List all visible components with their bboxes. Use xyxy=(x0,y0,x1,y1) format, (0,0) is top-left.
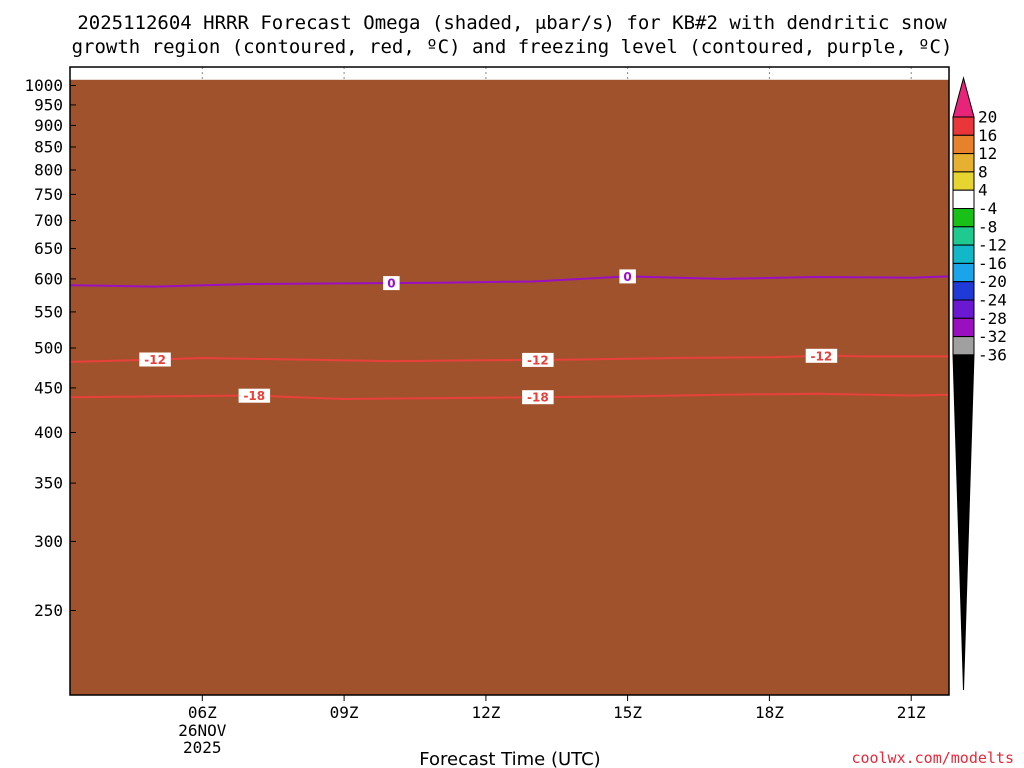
dendritic-lower-label-bg-0 xyxy=(139,352,171,367)
freezing-level-label-bg-0 xyxy=(383,276,400,291)
colorbar-label-9: -20 xyxy=(978,272,1007,291)
colorbar-segment-12 xyxy=(952,317,975,338)
dendritic-upper-label-bg-0 xyxy=(238,388,271,403)
dendritic-lower-label-1: -12 xyxy=(527,353,549,367)
colorbar-label-10: -24 xyxy=(978,291,1007,310)
colorbar-label-6: -8 xyxy=(978,217,997,236)
credit-text: coolwx.com/modelts xyxy=(851,749,1014,767)
x-tick-label-15Z: 15Z xyxy=(613,703,642,722)
freezing-level-line xyxy=(70,275,949,288)
y-tick-label-650: 650 xyxy=(34,239,63,258)
colorbar-segment-4 xyxy=(952,171,975,191)
dendritic-upper-label-0: -18 xyxy=(243,389,265,403)
colorbar-arrow-top xyxy=(952,76,975,118)
y-tick-label-450: 450 xyxy=(34,378,63,397)
contour-lines: -18 -18 -12 -12 -12 0 0 xyxy=(70,269,949,405)
colorbar-label-0: 20 xyxy=(978,108,997,127)
colorbar-segment-6 xyxy=(952,208,975,228)
freezing-level-label-bg-1 xyxy=(619,269,636,284)
y-tick-label-500: 500 xyxy=(34,339,63,358)
x-year-label: 2025 xyxy=(183,738,222,757)
ground-surface xyxy=(70,79,949,695)
colorbar-arrow-bottom xyxy=(952,354,975,691)
y-tick-label-300: 300 xyxy=(34,532,63,551)
colorbar-segment-13 xyxy=(952,336,975,356)
chart-title-line1: 2025112604 HRRR Forecast Omega (shaded, … xyxy=(77,12,947,34)
y-tick-label-750: 750 xyxy=(34,185,63,204)
x-tick-label-21Z: 21Z xyxy=(897,703,926,722)
plot-frame xyxy=(69,66,950,696)
colorbar-segment-11 xyxy=(952,299,975,319)
y-tick-label-400: 400 xyxy=(34,423,63,442)
y-tick-label-950: 950 xyxy=(34,95,63,114)
colorbar-label-1: 16 xyxy=(978,126,997,145)
colorbar-label-5: -4 xyxy=(978,199,997,218)
y-tick-label-900: 900 xyxy=(34,116,63,135)
y-tick-label-700: 700 xyxy=(34,211,63,230)
chart-title-line2: growth region (contoured, red, ºC) and f… xyxy=(72,36,953,58)
colorbar-label-12: -32 xyxy=(978,327,1007,346)
y-tick-label-850: 850 xyxy=(34,138,63,157)
colorbar-segment-7 xyxy=(952,226,975,246)
colorbar-segment-8 xyxy=(952,244,975,264)
x-tick-label-18Z: 18Z xyxy=(755,703,784,722)
colorbar-label-2: 12 xyxy=(978,144,997,163)
dendritic-upper-label-bg-1 xyxy=(522,390,554,405)
colorbar-label-13: -36 xyxy=(978,345,1007,364)
surface-layer xyxy=(70,79,949,695)
dendritic-lower-label-0: -12 xyxy=(144,353,166,367)
colorbar-segment-3 xyxy=(952,153,975,173)
x-axis-label: Forecast Time (UTC) xyxy=(419,749,600,768)
dendritic-lower-label-bg-2 xyxy=(805,348,838,363)
colorbar-segment-2 xyxy=(952,134,975,155)
colorbar-segment-9 xyxy=(952,262,975,283)
colorbar-label-7: -12 xyxy=(978,236,1007,255)
colorbar-segment-1 xyxy=(952,116,975,136)
freezing-level-label-1: 0 xyxy=(623,270,631,284)
freezing-level-label-0: 0 xyxy=(387,277,395,291)
dendritic-upper-label-1: -18 xyxy=(527,391,549,405)
y-tick-label-250: 250 xyxy=(34,601,63,620)
y-tick-label-350: 350 xyxy=(34,474,63,493)
colorbar-label-8: -16 xyxy=(978,254,1007,273)
dendritic-lower-label-bg-1 xyxy=(522,352,554,367)
y-tick-label-550: 550 xyxy=(34,302,63,321)
colorbar-label-4: 4 xyxy=(978,181,988,200)
dendritic-lower-label-2: -12 xyxy=(811,349,833,363)
colorbar-segment-10 xyxy=(952,281,975,301)
colorbar-label-11: -28 xyxy=(978,309,1007,328)
y-tick-label-1000: 1000 xyxy=(24,76,63,95)
y-axis: 250 300 350 400 450 500 550 600 650 700 750 800 850 9… xyxy=(24,76,76,620)
y-tick-label-600: 600 xyxy=(34,269,63,288)
x-tick-label-12Z: 12Z xyxy=(471,703,500,722)
x-date-label: 26NOV xyxy=(178,721,227,740)
colorbar-label-3: 8 xyxy=(978,162,988,181)
colorbar-segment-5 xyxy=(952,189,975,209)
x-tick-label-09Z: 09Z xyxy=(330,703,359,722)
x-tick-label-06Z: 06Z xyxy=(188,703,217,722)
y-tick-label-800: 800 xyxy=(34,161,63,180)
